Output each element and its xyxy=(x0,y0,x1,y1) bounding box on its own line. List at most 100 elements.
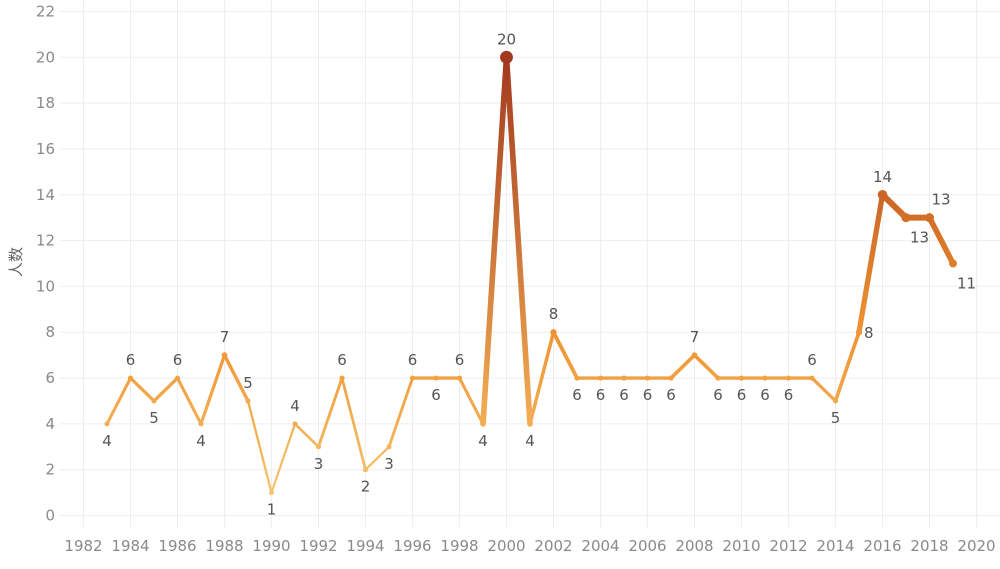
data-point[interactable] xyxy=(127,375,134,381)
data-label: 6 xyxy=(713,386,723,404)
data-point[interactable] xyxy=(151,398,157,404)
x-tick-label: 1996 xyxy=(393,537,431,555)
data-point[interactable] xyxy=(877,189,888,200)
line-segment xyxy=(551,330,579,380)
y-tick-label: 20 xyxy=(36,48,55,66)
x-tick-label: 2012 xyxy=(769,537,807,555)
data-point[interactable] xyxy=(833,398,838,404)
x-tick-label: 2002 xyxy=(534,537,572,555)
data-label: 6 xyxy=(455,351,465,369)
data-point[interactable] xyxy=(174,375,181,381)
data-label: 13 xyxy=(932,191,951,209)
y-tick-label: 22 xyxy=(36,2,55,20)
data-point[interactable] xyxy=(198,421,204,427)
data-label: 3 xyxy=(384,455,394,473)
x-tick-label: 1990 xyxy=(252,537,290,555)
data-point[interactable] xyxy=(245,398,251,404)
data-label: 14 xyxy=(873,168,892,186)
data-label: 6 xyxy=(408,351,418,369)
data-point[interactable] xyxy=(456,375,463,381)
y-tick-label: 16 xyxy=(36,140,55,158)
line-segment xyxy=(246,399,273,494)
line-segment xyxy=(503,54,533,427)
data-point[interactable] xyxy=(363,467,368,473)
data-label: 4 xyxy=(290,397,300,415)
y-tick-label: 0 xyxy=(45,507,55,525)
x-tick-label: 1984 xyxy=(111,537,149,555)
data-point[interactable] xyxy=(924,213,935,223)
data-point[interactable] xyxy=(574,375,580,381)
data-point[interactable] xyxy=(386,444,392,450)
data-label: 7 xyxy=(220,328,230,346)
data-point[interactable] xyxy=(855,329,863,336)
gridlines xyxy=(60,0,1000,527)
data-point[interactable] xyxy=(715,375,721,381)
x-tick-label: 1986 xyxy=(158,537,196,555)
x-tick-label: 1988 xyxy=(205,537,243,555)
data-point[interactable] xyxy=(269,490,274,496)
data-point[interactable] xyxy=(597,375,604,381)
data-points xyxy=(104,50,957,496)
x-tick-label: 1982 xyxy=(64,537,102,555)
x-tick-label: 2008 xyxy=(675,537,713,555)
line-segment xyxy=(222,353,250,403)
data-label: 8 xyxy=(549,305,559,323)
data-point[interactable] xyxy=(901,213,911,223)
data-point[interactable] xyxy=(480,421,486,427)
data-label: 4 xyxy=(525,432,535,450)
data-label: 7 xyxy=(690,328,700,346)
y-tick-label: 10 xyxy=(36,277,55,295)
x-tick-label: 2004 xyxy=(581,537,619,555)
data-point[interactable] xyxy=(809,375,815,381)
data-label: 6 xyxy=(643,386,653,404)
data-point[interactable] xyxy=(949,259,957,268)
data-label: 6 xyxy=(572,386,582,404)
line-segment xyxy=(199,353,227,426)
data-point[interactable] xyxy=(104,421,110,427)
line-segment xyxy=(528,330,556,426)
y-tick-label: 2 xyxy=(45,461,55,479)
data-point[interactable] xyxy=(785,375,792,381)
data-label: 6 xyxy=(737,386,747,404)
data-point[interactable] xyxy=(500,50,513,64)
data-point[interactable] xyxy=(668,375,674,381)
data-label: 6 xyxy=(807,351,817,369)
data-point[interactable] xyxy=(221,352,228,359)
y-tick-label: 6 xyxy=(45,369,55,387)
line-segment xyxy=(879,191,910,221)
x-tick-label: 2018 xyxy=(910,537,948,555)
data-point[interactable] xyxy=(339,375,345,381)
y-tick-label: 4 xyxy=(45,415,55,433)
x-tick-label: 1994 xyxy=(346,537,384,555)
line-segment xyxy=(152,376,180,403)
data-point[interactable] xyxy=(738,375,745,381)
line-segment xyxy=(856,192,886,335)
data-point[interactable] xyxy=(409,375,416,381)
data-label: 5 xyxy=(831,409,841,427)
line-segment xyxy=(293,422,320,449)
data-point[interactable] xyxy=(433,375,439,381)
line-segment xyxy=(480,54,510,427)
data-point[interactable] xyxy=(644,375,651,381)
data-point[interactable] xyxy=(691,352,698,359)
data-label: 2 xyxy=(361,478,371,496)
data-point[interactable] xyxy=(292,421,298,427)
data-label: 1 xyxy=(267,501,277,519)
data-label: 4 xyxy=(102,432,112,450)
data-point[interactable] xyxy=(762,375,768,381)
data-label: 4 xyxy=(478,432,488,450)
data-point[interactable] xyxy=(550,329,557,336)
data-line xyxy=(105,54,956,494)
data-label: 6 xyxy=(596,386,606,404)
line-segment xyxy=(833,330,861,403)
data-point[interactable] xyxy=(621,375,627,381)
x-tick-label: 1992 xyxy=(299,537,337,555)
data-label: 3 xyxy=(314,455,324,473)
data-point[interactable] xyxy=(527,421,533,427)
data-label: 6 xyxy=(337,351,347,369)
data-label: 20 xyxy=(497,30,516,48)
data-point[interactable] xyxy=(316,444,321,450)
